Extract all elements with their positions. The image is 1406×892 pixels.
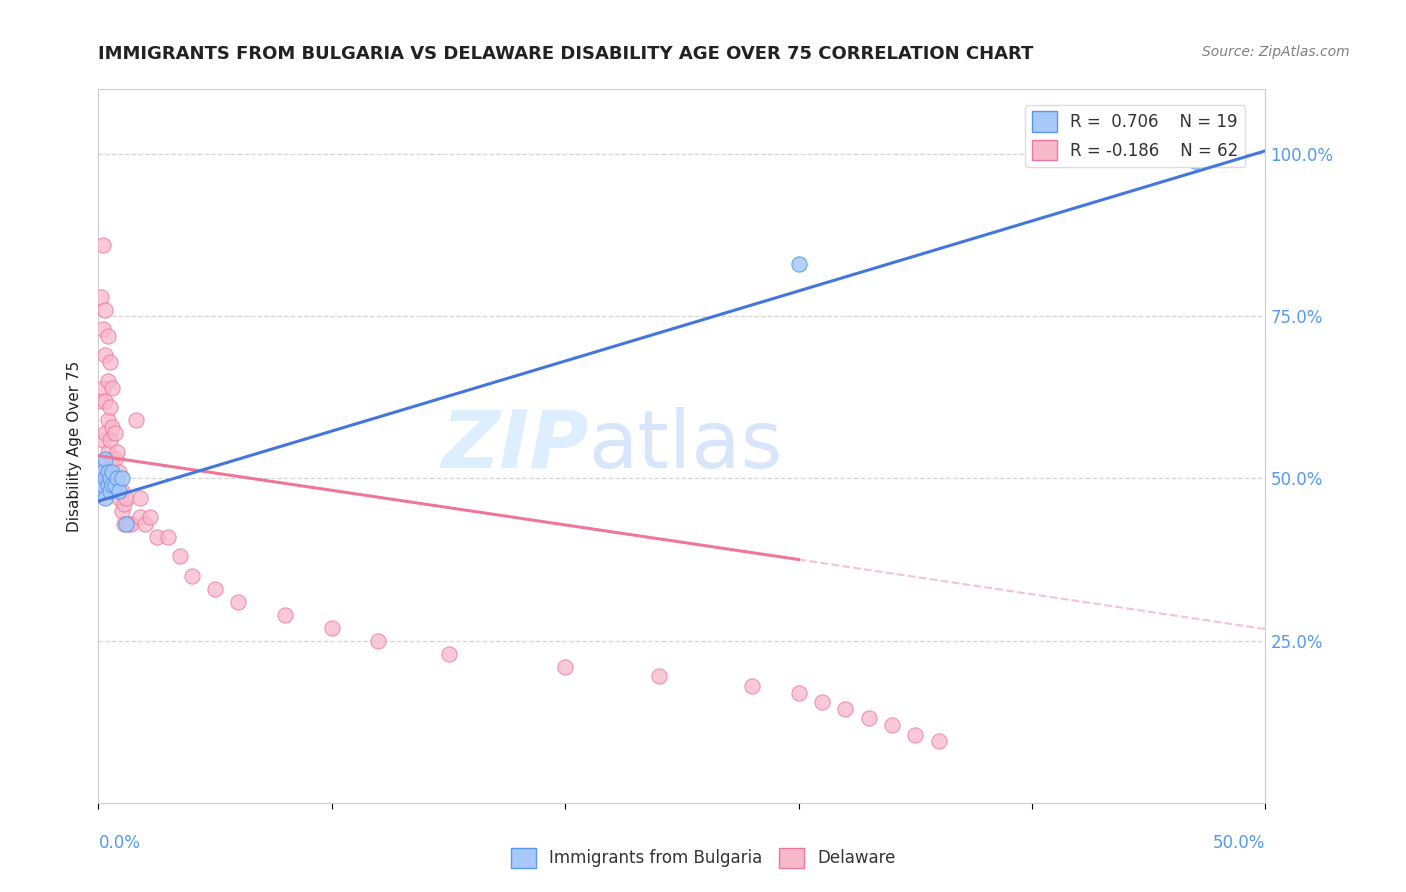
Point — [101, 465, 124, 479]
Point — [91, 238, 114, 252]
Point — [101, 478, 124, 492]
Point — [811, 695, 834, 709]
Point — [880, 718, 903, 732]
Point — [98, 484, 121, 499]
Legend: Immigrants from Bulgaria, Delaware: Immigrants from Bulgaria, Delaware — [503, 841, 903, 875]
Point — [104, 478, 127, 492]
Point — [97, 374, 120, 388]
Point — [105, 471, 128, 485]
Point — [928, 734, 950, 748]
Point — [111, 484, 134, 499]
Point — [169, 549, 191, 564]
Point — [104, 425, 127, 440]
Point — [94, 348, 117, 362]
Point — [91, 381, 114, 395]
Point — [146, 530, 169, 544]
Point — [115, 516, 138, 531]
Point — [97, 328, 120, 343]
Text: Source: ZipAtlas.com: Source: ZipAtlas.com — [1202, 45, 1350, 59]
Point — [98, 433, 121, 447]
Point — [90, 290, 112, 304]
Point — [647, 669, 669, 683]
Point — [101, 452, 124, 467]
Point — [111, 471, 134, 485]
Point — [274, 607, 297, 622]
Point — [787, 257, 810, 271]
Point — [554, 659, 576, 673]
Point — [108, 491, 131, 505]
Point — [204, 582, 226, 596]
Point — [111, 504, 134, 518]
Point — [157, 530, 180, 544]
Point — [115, 491, 138, 505]
Point — [858, 711, 880, 725]
Point — [228, 595, 250, 609]
Point — [108, 465, 131, 479]
Point — [125, 413, 148, 427]
Point — [741, 679, 763, 693]
Text: IMMIGRANTS FROM BULGARIA VS DELAWARE DISABILITY AGE OVER 75 CORRELATION CHART: IMMIGRANTS FROM BULGARIA VS DELAWARE DIS… — [98, 45, 1033, 62]
Point — [90, 484, 112, 499]
Text: atlas: atlas — [589, 407, 783, 485]
Point — [139, 510, 162, 524]
Point — [91, 478, 114, 492]
Y-axis label: Disability Age Over 75: Disability Age Over 75 — [67, 360, 83, 532]
Text: 50.0%: 50.0% — [1213, 834, 1265, 852]
Point — [94, 458, 117, 473]
Point — [98, 354, 121, 368]
Point — [94, 452, 117, 467]
Point — [97, 478, 120, 492]
Legend: R =  0.706    N = 19, R = -0.186    N = 62: R = 0.706 N = 19, R = -0.186 N = 62 — [1025, 104, 1246, 167]
Point — [108, 484, 131, 499]
Point — [787, 685, 810, 699]
Point — [91, 322, 114, 336]
Point — [120, 516, 142, 531]
Point — [367, 633, 389, 648]
Point — [1184, 153, 1206, 168]
Point — [94, 302, 117, 317]
Point — [91, 433, 114, 447]
Point — [904, 728, 927, 742]
Point — [101, 381, 124, 395]
Point — [112, 516, 135, 531]
Point — [101, 419, 124, 434]
Point — [834, 702, 856, 716]
Point — [112, 497, 135, 511]
Point — [94, 425, 117, 440]
Point — [94, 491, 117, 505]
Point — [321, 621, 343, 635]
Point — [129, 491, 152, 505]
Point — [97, 413, 120, 427]
Point — [94, 393, 117, 408]
Point — [90, 393, 112, 408]
Point — [97, 465, 120, 479]
Point — [104, 478, 127, 492]
Point — [97, 478, 120, 492]
Point — [104, 452, 127, 467]
Point — [129, 510, 152, 524]
Point — [91, 465, 114, 479]
Point — [118, 516, 141, 531]
Text: 0.0%: 0.0% — [98, 834, 141, 852]
Point — [105, 471, 128, 485]
Point — [437, 647, 460, 661]
Point — [98, 400, 121, 414]
Point — [105, 445, 128, 459]
Point — [180, 568, 202, 582]
Text: ZIP: ZIP — [441, 407, 589, 485]
Point — [97, 445, 120, 459]
Point — [94, 471, 117, 485]
Point — [134, 516, 156, 531]
Point — [98, 465, 121, 479]
Point — [98, 471, 121, 485]
